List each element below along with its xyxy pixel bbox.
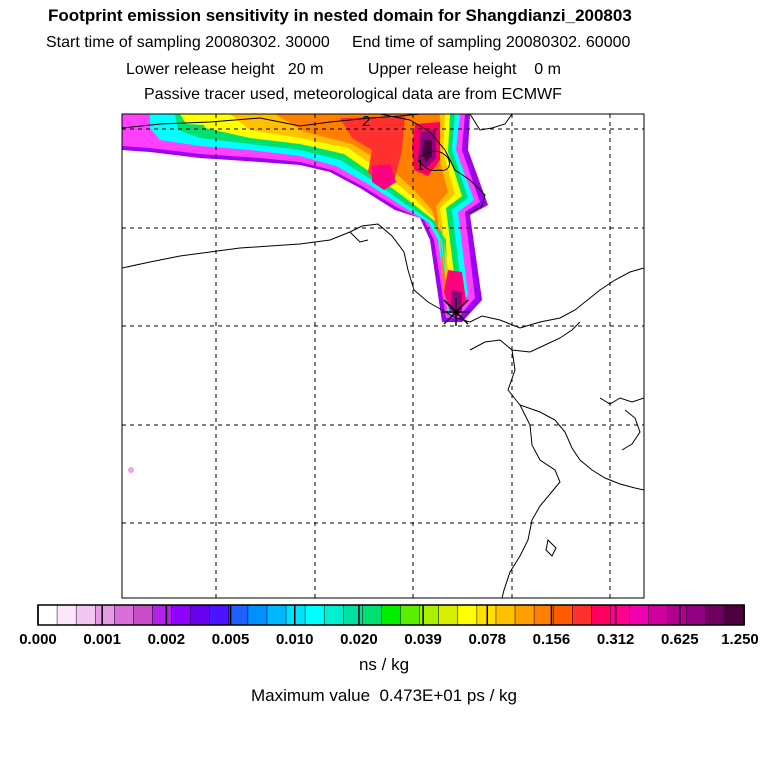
colorbar-swatch	[323, 604, 345, 626]
release-height-info: Lower release height 20 m Upper release …	[126, 61, 561, 78]
colorbar-swatch	[667, 604, 688, 626]
contour-label-1: 1	[416, 157, 424, 174]
maximum-value: Maximum value 0.473E+01 ps / kg	[251, 686, 517, 705]
colorbar-swatch	[362, 604, 383, 626]
colorbar-swatch	[400, 604, 421, 626]
sampling-time-info: Start time of sampling 20080302. 30000 E…	[46, 34, 631, 51]
colorbar-units: ns / kg	[358, 655, 410, 674]
colorbar-swatch	[37, 604, 58, 626]
colorbar-swatch	[457, 604, 478, 626]
colorbar-tick-label: 0.625	[661, 631, 699, 648]
contour-label-2: 2	[362, 113, 370, 130]
colorbar-swatch	[495, 604, 516, 626]
colorbar-tick-label: 0.078	[468, 631, 506, 648]
colorbar-swatch	[438, 604, 459, 626]
colorbar-tick-label: 0.020	[340, 631, 378, 648]
colorbar-tick-label: 0.010	[276, 631, 314, 648]
colorbar-tick-label: 0.039	[404, 631, 442, 648]
colorbar-swatch	[75, 604, 96, 626]
colorbar-frame	[37, 604, 745, 626]
colorbar-swatch	[304, 604, 325, 626]
colorbar-swatch	[552, 604, 574, 626]
tracer-info: Passive tracer used, meteorological data…	[144, 86, 562, 103]
colorbar-swatch	[285, 604, 306, 626]
colorbar-tick-label: 0.156	[533, 631, 571, 648]
lat-lon-grid	[122, 114, 644, 598]
colorbar-swatch	[133, 604, 154, 626]
colorbar-swatch	[190, 604, 211, 626]
map-title: Footprint emission sensitivity in nested…	[48, 6, 632, 25]
colorbar-swatch	[705, 604, 726, 626]
colorbar-tick-label: 0.000	[19, 631, 57, 648]
colorbar-swatch	[724, 604, 745, 626]
colorbar-swatch	[228, 604, 249, 626]
colorbar-swatch	[171, 604, 192, 626]
map-frame	[121, 113, 645, 599]
colorbar-tick-label: 0.005	[212, 631, 250, 648]
colorbar-swatch	[629, 604, 650, 626]
colorbar-swatch	[94, 604, 116, 626]
colorbar-swatch	[247, 604, 268, 626]
footprint-field	[122, 114, 488, 473]
colorbar-swatch	[343, 604, 364, 626]
colorbar-swatch	[572, 604, 593, 626]
colorbar-swatch	[686, 604, 707, 626]
release-point-star	[442, 298, 470, 326]
colorbar-tick-label: 0.002	[148, 631, 186, 648]
colorbar: 0.000 0.001 0.002 0.005 0.010 0.020 0.039 0.078…	[19, 604, 759, 648]
colorbar-swatch	[56, 604, 77, 626]
colorbar-tick-label: 1.250	[721, 631, 759, 648]
colorbar-tick-label: 0.001	[83, 631, 121, 648]
colorbar-swatch	[381, 604, 402, 626]
colorbar-swatch	[152, 604, 173, 626]
colorbar-swatch	[209, 604, 230, 626]
colorbar-swatch	[514, 604, 535, 626]
colorbar-tick-label: 0.312	[597, 631, 635, 648]
colorbar-swatch	[591, 604, 612, 626]
coastline	[122, 114, 644, 598]
colorbar-swatch	[114, 604, 135, 626]
colorbar-swatch	[648, 604, 669, 626]
colorbar-swatch	[266, 604, 287, 626]
colorbar-swatch	[610, 604, 631, 626]
colorbar-swatches	[37, 604, 745, 626]
